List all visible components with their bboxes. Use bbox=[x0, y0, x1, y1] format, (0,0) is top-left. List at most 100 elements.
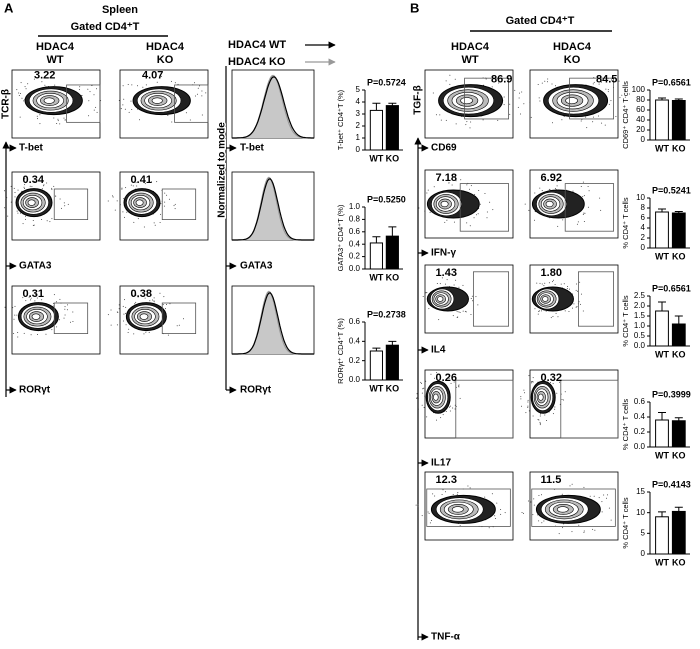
event-dot bbox=[539, 421, 541, 423]
event-dot bbox=[495, 517, 497, 519]
event-dot bbox=[122, 85, 124, 87]
event-dot bbox=[452, 407, 454, 409]
event-dot bbox=[448, 406, 450, 408]
x-tick-label: WT bbox=[655, 143, 669, 153]
event-dot bbox=[143, 226, 145, 228]
event-dot bbox=[536, 282, 538, 284]
event-dot bbox=[28, 296, 30, 298]
event-dot bbox=[603, 494, 605, 496]
event-dot bbox=[532, 415, 534, 417]
event-dot bbox=[618, 80, 620, 82]
event-dot bbox=[119, 208, 121, 210]
event-dot bbox=[72, 311, 74, 313]
event-dot bbox=[548, 188, 550, 190]
column-header: HDAC4 bbox=[36, 41, 75, 53]
density-contour bbox=[31, 313, 41, 320]
event-dot bbox=[150, 181, 152, 183]
event-dot bbox=[521, 405, 523, 407]
x-tick-label: WT bbox=[655, 349, 669, 359]
event-dot bbox=[592, 116, 594, 118]
event-dot bbox=[582, 310, 584, 312]
event-dot bbox=[599, 197, 601, 199]
event-dot bbox=[597, 115, 599, 117]
event-dot bbox=[6, 197, 8, 199]
p-value: P=0.6561 bbox=[652, 283, 691, 293]
event-dot bbox=[4, 306, 6, 308]
event-dot bbox=[557, 225, 559, 227]
event-dot bbox=[164, 201, 166, 203]
event-dot bbox=[469, 225, 471, 227]
event-dot bbox=[34, 300, 36, 302]
bar bbox=[385, 344, 399, 381]
y-tick-label: 1.0 bbox=[349, 202, 361, 211]
legend-label: HDAC4 WT bbox=[228, 39, 286, 51]
event-dot bbox=[149, 300, 151, 302]
event-dot bbox=[528, 410, 530, 412]
legend-label: HDAC4 KO bbox=[228, 56, 286, 68]
error-bar bbox=[372, 347, 381, 351]
event-dot bbox=[423, 387, 425, 389]
event-dot bbox=[123, 98, 125, 100]
event-dot bbox=[96, 88, 98, 90]
event-dot bbox=[448, 377, 450, 379]
gate bbox=[53, 302, 89, 335]
event-dot bbox=[136, 185, 138, 187]
event-dot bbox=[486, 211, 488, 213]
event-dot bbox=[607, 91, 609, 93]
event-dot bbox=[472, 300, 474, 302]
event-dot bbox=[10, 201, 12, 203]
event-dot bbox=[421, 515, 423, 517]
event-dot bbox=[196, 93, 198, 95]
p-value: P=0.5241 bbox=[652, 185, 691, 195]
event-dot bbox=[427, 511, 429, 513]
y-tick-label: 0.2 bbox=[349, 356, 361, 365]
event-dot bbox=[34, 180, 36, 182]
event-dot bbox=[132, 294, 134, 296]
event-dot bbox=[528, 375, 530, 377]
event-dot bbox=[450, 382, 452, 384]
event-dot bbox=[617, 88, 619, 90]
event-dot bbox=[116, 324, 118, 326]
density-contour bbox=[545, 200, 554, 208]
event-dot bbox=[556, 185, 558, 187]
event-dot bbox=[128, 111, 130, 113]
event-dot bbox=[95, 106, 97, 108]
y-tick-label: 4 bbox=[356, 97, 361, 106]
gate-percentage: 0.26 bbox=[436, 372, 457, 384]
gate bbox=[578, 271, 615, 327]
event-dot bbox=[550, 317, 552, 319]
event-dot bbox=[53, 185, 55, 187]
event-dot bbox=[32, 219, 34, 221]
event-dot bbox=[527, 500, 529, 502]
event-dot bbox=[504, 512, 506, 514]
event-dot bbox=[143, 333, 145, 335]
event-dot bbox=[133, 181, 135, 183]
event-dot bbox=[55, 195, 57, 197]
event-dot bbox=[137, 85, 139, 87]
p-value: P=0.4143 bbox=[652, 479, 691, 489]
flow-plot bbox=[523, 69, 630, 139]
event-dot bbox=[144, 183, 146, 185]
event-dot bbox=[564, 391, 566, 393]
gate-percentage: 6.92 bbox=[541, 172, 562, 184]
y-tick-label: 0 bbox=[641, 549, 646, 558]
event-dot bbox=[14, 314, 16, 316]
event-dot bbox=[116, 311, 118, 313]
event-dot bbox=[459, 312, 461, 314]
gate-percentage: 1.80 bbox=[541, 267, 562, 279]
event-dot bbox=[46, 182, 48, 184]
event-dot bbox=[57, 120, 59, 122]
bar bbox=[655, 99, 669, 141]
density-contour bbox=[433, 393, 439, 401]
event-dot bbox=[116, 200, 118, 202]
x-tick-label: KO bbox=[386, 383, 400, 393]
x-tick-label: KO bbox=[386, 153, 400, 163]
event-dot bbox=[426, 416, 428, 418]
event-dot bbox=[178, 324, 180, 326]
y-tick-label: 0 bbox=[641, 135, 646, 144]
event-dot bbox=[72, 321, 74, 323]
y-tick-label: 2 bbox=[356, 121, 361, 130]
event-dot bbox=[492, 209, 494, 211]
y-tick-label: 0.4 bbox=[634, 412, 646, 421]
